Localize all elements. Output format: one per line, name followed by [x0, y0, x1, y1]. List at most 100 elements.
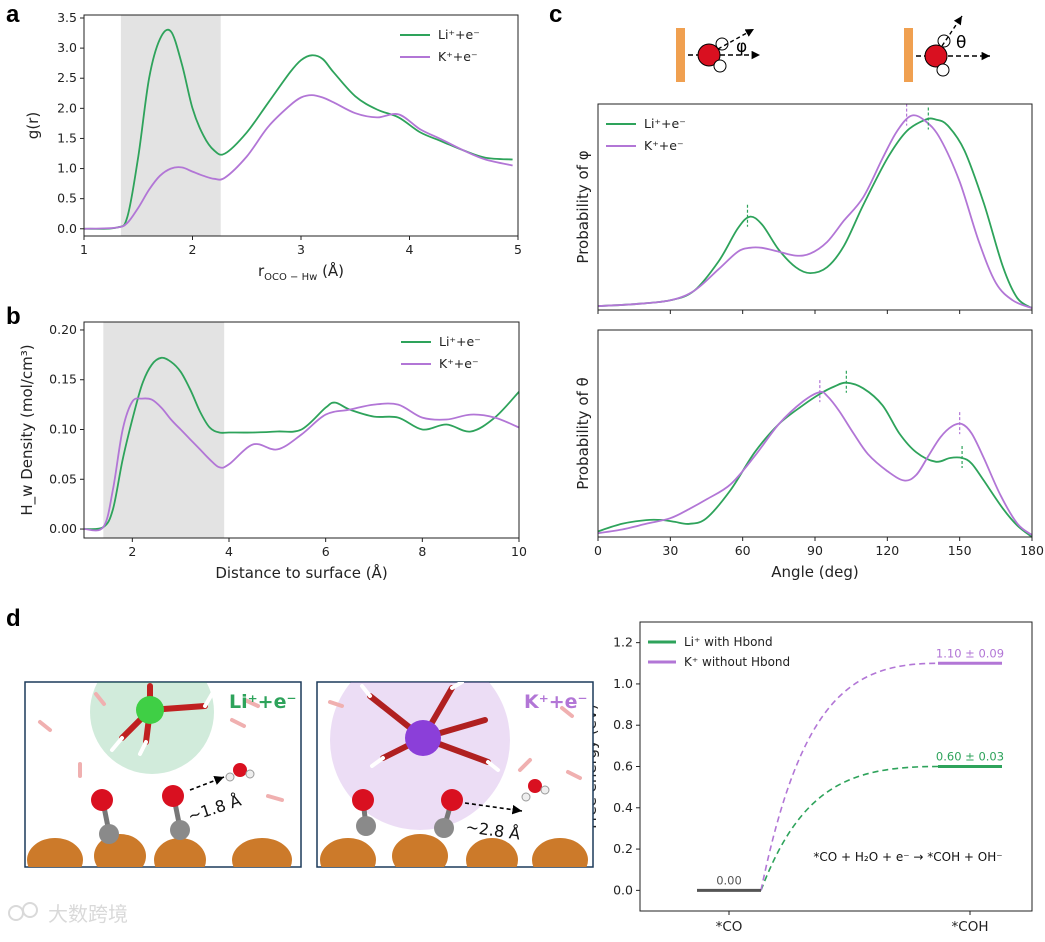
watermark: 大数跨境 — [8, 902, 128, 926]
x-axis-label-main: r — [258, 262, 265, 280]
x-tick-label: 60 — [735, 543, 751, 558]
x-tick-label: *COH — [952, 919, 989, 935]
x-tick-label: 0 — [594, 543, 602, 558]
watermark-logo-icon — [22, 902, 38, 918]
y-tick-label: 1.0 — [613, 676, 633, 691]
copper-surface — [27, 834, 292, 867]
x-tick-label: 10 — [511, 544, 527, 559]
hydrogen-atom-icon — [225, 772, 235, 782]
bulk-waters — [38, 692, 284, 802]
reaction-equation: *CO + H₂O + e⁻ → *COH + OH⁻ — [813, 850, 1002, 864]
y-tick-label: 0.8 — [613, 717, 633, 732]
chart-c-phi: Probability of φ Li⁺+e⁻ K⁺+e⁻ — [574, 103, 1033, 314]
hydrogen-atom-icon — [245, 769, 255, 779]
oxygen-atom-icon — [528, 779, 542, 793]
energy-level-label: 0.60 ± 0.03 — [936, 750, 1004, 764]
x-tick-label: 5 — [514, 242, 522, 257]
solvation-shell — [330, 682, 510, 830]
series-line-li — [597, 117, 1033, 309]
panel-label-c: c — [549, 1, 562, 28]
watermark-logo-icon — [8, 905, 24, 921]
legend-entry: K⁺+e⁻ — [438, 49, 478, 64]
x-tick-label: 120 — [875, 543, 899, 558]
hydrogen-atom-icon — [715, 37, 729, 51]
x-axis-label-subscript: OCO − Hw — [264, 272, 317, 283]
hbond-arrow — [189, 775, 225, 791]
legend-entry: Li⁺+e⁻ — [644, 116, 686, 131]
oxygen-atom-icon — [697, 43, 721, 67]
y-tick-label: 0.20 — [49, 322, 77, 337]
y-tick-label: 0.00 — [49, 521, 77, 536]
x-tick-label: 150 — [948, 543, 972, 558]
y-tick-label: 0.2 — [613, 841, 633, 856]
copper-surface — [320, 834, 588, 867]
plot-frame — [597, 329, 1033, 538]
x-tick-label: 2 — [128, 544, 136, 559]
electrode-wall-icon — [676, 28, 685, 82]
pathway-curve-k — [760, 662, 939, 891]
hydrogen-atom-icon — [936, 63, 950, 77]
x-tick-label: 90 — [807, 543, 823, 558]
series-line-k — [83, 94, 513, 230]
carbon-atom-icon — [434, 818, 454, 838]
x-axis-label: rOCO − Hw (Å) — [258, 261, 344, 283]
carbon-atom-icon — [99, 824, 119, 844]
series-line-li — [597, 381, 1033, 538]
carbon-atom-icon — [356, 816, 376, 836]
x-axis-label: Angle (deg) — [771, 563, 858, 581]
phi-schematic: φ — [676, 28, 760, 82]
carbon-atom-icon — [170, 820, 190, 840]
y-tick-label: 3.0 — [57, 40, 77, 55]
oxygen-atom-icon — [233, 763, 247, 777]
y-tick-label: 2.5 — [57, 70, 77, 85]
x-tick-label: 4 — [225, 544, 233, 559]
energy-level-label: 1.10 ± 0.09 — [936, 646, 1004, 660]
series-line-li — [83, 356, 520, 531]
series-line-k — [597, 114, 1033, 309]
x-tick-label: 8 — [418, 544, 426, 559]
snapshot-li: Li⁺+e⁻ ~1.8 Å — [24, 681, 302, 868]
x-tick-label: 4 — [406, 242, 414, 257]
y-axis-label: g(r) — [24, 112, 42, 139]
dipole-arrow — [941, 15, 963, 47]
oxygen-atom-icon — [924, 44, 948, 68]
x-tick-label: 1 — [80, 242, 88, 257]
hydrogen-atom-icon — [713, 59, 727, 73]
y-tick-label: 0.05 — [49, 471, 77, 486]
oxygen-atom-icon — [352, 789, 374, 811]
oxygen-atom-icon — [91, 789, 113, 811]
panel-label-b: b — [6, 303, 21, 330]
theta-schematic: θ — [904, 15, 990, 82]
y-tick-label: 0.5 — [57, 191, 77, 206]
watermark-text: 大数跨境 — [48, 902, 128, 926]
plot-frame — [597, 103, 1033, 311]
distance-arrow — [464, 802, 523, 815]
hydrogen-atom-icon — [937, 34, 951, 48]
y-axis-label: H_w Density (mol/cm³) — [18, 344, 37, 515]
shaded-region — [120, 15, 221, 236]
theta-symbol: θ — [956, 33, 966, 53]
series-line-li — [83, 28, 513, 230]
snapshot-li-label: Li⁺+e⁻ — [229, 691, 296, 713]
legend-entry: Li⁺ with Hbond — [684, 635, 773, 649]
legend-entry: K⁺+e⁻ — [439, 356, 479, 371]
snapshot-k: K⁺+e⁻ ~2.8 Å — [316, 681, 594, 868]
x-axis-label: Distance to surface (Å) — [215, 563, 387, 582]
y-tick-label: 1.5 — [57, 130, 77, 145]
y-axis-label: Probability of φ — [574, 150, 592, 263]
bulk-waters — [328, 700, 582, 780]
y-axis-label: Probability of θ — [574, 377, 592, 489]
y-tick-label: 0.6 — [613, 759, 633, 774]
legend-entry: Li⁺+e⁻ — [439, 334, 481, 349]
x-tick-label: 2 — [189, 242, 197, 257]
oxygen-atom-icon — [441, 789, 463, 811]
series-line-k — [83, 397, 520, 532]
y-tick-label: 2.0 — [57, 100, 77, 115]
li-ion-icon — [136, 696, 164, 724]
phi-symbol: φ — [736, 37, 747, 57]
x-tick-label: 3 — [297, 242, 305, 257]
panel-label-a: a — [6, 1, 20, 28]
y-tick-label: 1.2 — [613, 635, 633, 650]
y-tick-label: 1.0 — [57, 161, 77, 176]
